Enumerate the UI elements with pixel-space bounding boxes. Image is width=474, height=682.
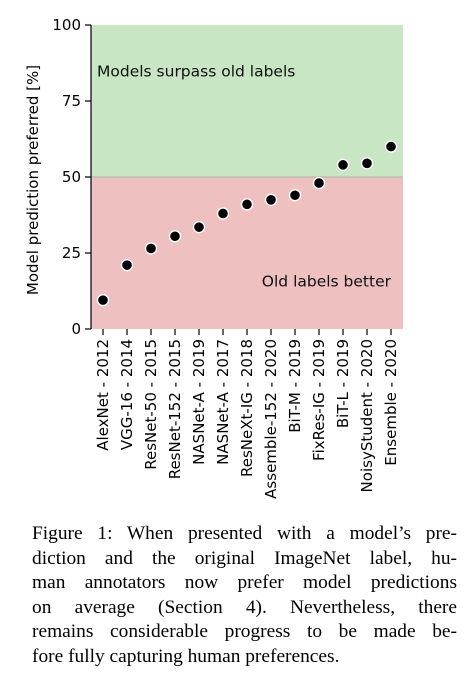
y-tick-label: 0	[71, 320, 81, 338]
data-point	[120, 258, 134, 272]
caption-line: man annotators now prefer model predicti…	[32, 572, 457, 594]
caption-line: on average (Section 4). Nevertheless, th…	[32, 596, 457, 618]
data-point	[216, 207, 230, 220]
data-point	[336, 158, 350, 172]
y-tick-label: 100	[52, 16, 81, 34]
data-point	[384, 140, 398, 153]
x-tick-label: FixRes-IG - 2019	[310, 339, 328, 461]
caption-line: remains considerable progress to be made…	[32, 621, 457, 643]
upper-region	[91, 25, 403, 177]
data-point	[144, 242, 158, 255]
data-points	[96, 140, 398, 307]
x-tick-label: ResNeXt-IG - 2018	[238, 339, 256, 477]
data-point	[168, 230, 182, 243]
figure-caption: Figure 1: When presented with a model’s …	[32, 522, 457, 670]
y-tick-label: 50	[62, 168, 81, 186]
x-tick-label: NoisyStudent - 2020	[358, 339, 376, 492]
data-point	[360, 157, 374, 170]
scatter-chart: Models surpass old labels Old labels bet…	[24, 16, 403, 499]
data-point	[192, 220, 206, 234]
x-tick-label: NASNet-A - 2017	[214, 339, 232, 465]
figure: Models surpass old labels Old labels bet…	[24, 16, 403, 499]
x-tick-label: BiT-L - 2019	[334, 339, 352, 428]
x-tick-label: AlexNet - 2012	[94, 339, 112, 451]
caption-line: fore fully capturing human preferences.	[32, 645, 340, 667]
lower-region-label: Old labels better	[262, 272, 392, 290]
x-ticks: AlexNet - 2012 VGG-16 - 2014 ResNet-50 - 2…	[94, 329, 400, 499]
data-point	[96, 293, 110, 307]
upper-region-label: Models surpass old labels	[97, 63, 295, 81]
x-tick-label: BiT-M - 2019	[286, 339, 304, 433]
data-point	[288, 189, 302, 202]
data-point	[264, 193, 278, 207]
data-point	[240, 198, 254, 211]
y-tick-label: 25	[62, 244, 81, 262]
x-tick-label: Assemble-152 - 2020	[262, 339, 280, 499]
x-tick-label: Ensemble - 2020	[382, 339, 400, 466]
caption-line: diction and the original ImageNet label,…	[32, 547, 457, 569]
x-tick-label: VGG-16 - 2014	[118, 339, 136, 450]
y-tick-label: 75	[62, 92, 81, 110]
x-tick-label: NASNet-A - 2019	[190, 339, 208, 465]
x-tick-label: ResNet-50 - 2015	[142, 339, 160, 470]
y-axis-title: Model prediction preferred [%]	[24, 65, 42, 295]
data-point	[312, 176, 326, 190]
caption-line: Figure 1: When presented with a model’s …	[32, 523, 457, 544]
x-tick-label: ResNet-152 - 2015	[166, 339, 184, 479]
y-ticks: 0 25 50 75 100	[52, 16, 91, 338]
